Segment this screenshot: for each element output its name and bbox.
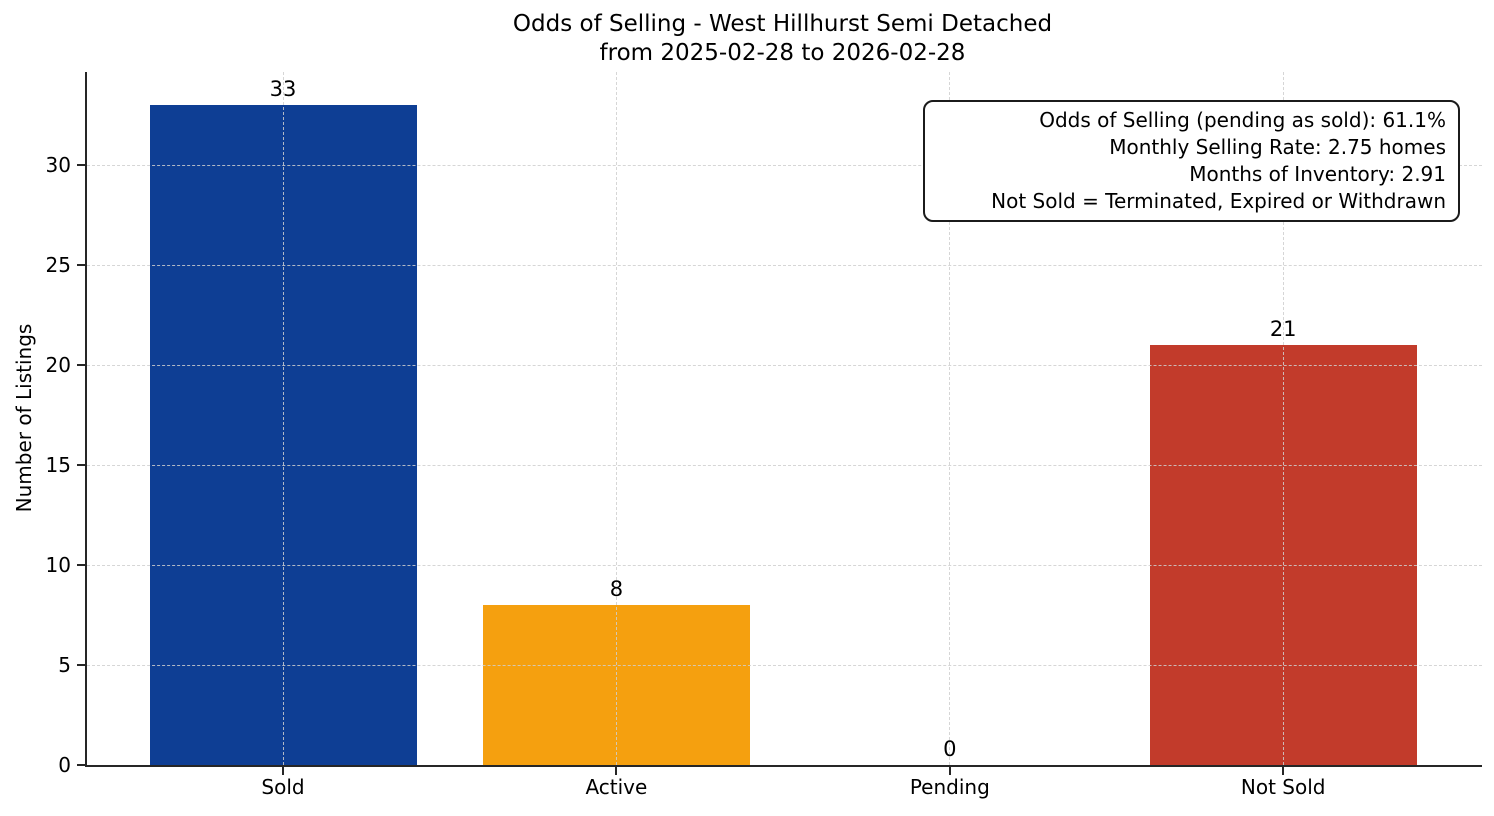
bar-value-active: 8 — [609, 577, 624, 601]
bar-value-sold: 33 — [269, 77, 297, 101]
y-tick-30 — [77, 164, 85, 166]
annotation-line-4: Not Sold = Terminated, Expired or Withdr… — [991, 189, 1446, 213]
gridline-vertical-not-sold — [1282, 72, 1284, 765]
y-tick-label-10: 10 — [45, 553, 71, 577]
x-tick-label-sold: Sold — [261, 775, 305, 799]
y-tick-0 — [77, 764, 85, 766]
y-tick-label-0: 0 — [58, 753, 71, 777]
bar-value-pending: 0 — [943, 737, 957, 761]
gridline-horizontal-15 — [87, 465, 1482, 466]
y-tick-15 — [77, 464, 85, 466]
x-tick-label-active: Active — [585, 775, 648, 799]
x-tick-label-not-sold: Not Sold — [1240, 775, 1326, 799]
annotation-line-2: Monthly Selling Rate: 2.75 homes — [1109, 135, 1446, 159]
x-tick-label-pending: Pending — [909, 775, 990, 799]
gridline-horizontal-5 — [87, 665, 1482, 666]
gridline-vertical-active — [615, 72, 617, 765]
stats-annotation-box: Odds of Selling (pending as sold): 61.1%… — [923, 100, 1460, 222]
y-tick-5 — [77, 664, 85, 666]
x-tick-pending — [948, 767, 951, 775]
annotation-line-1: Odds of Selling (pending as sold): 61.1% — [1039, 108, 1446, 132]
y-axis-label: Number of Listings — [12, 323, 36, 513]
chart-title: Odds of Selling - West Hillhurst Semi De… — [85, 10, 1480, 68]
y-tick-label-30: 30 — [45, 153, 71, 177]
x-tick-sold — [282, 767, 284, 775]
y-tick-10 — [77, 564, 85, 566]
x-tick-not-sold — [1282, 767, 1285, 775]
chart-title-line2: from 2025-02-28 to 2026-02-28 — [599, 40, 966, 66]
bar-value-not-sold: 21 — [1269, 317, 1297, 341]
gridline-horizontal-25 — [87, 265, 1482, 266]
x-tick-active — [615, 767, 618, 775]
y-tick-label-25: 25 — [45, 253, 71, 277]
gridline-vertical-sold — [282, 72, 284, 765]
y-tick-label-20: 20 — [45, 353, 71, 377]
y-tick-20 — [77, 364, 85, 366]
gridline-horizontal-20 — [87, 365, 1482, 366]
chart-title-line1: Odds of Selling - West Hillhurst Semi De… — [512, 11, 1053, 37]
annotation-line-3: Months of Inventory: 2.91 — [1189, 162, 1446, 186]
y-tick-25 — [77, 264, 85, 266]
gridline-vertical-pending — [949, 72, 951, 765]
y-tick-label-5: 5 — [58, 653, 71, 677]
plot-area: 33 8 0 21 0 5 10 15 20 25 30 Sold Active Pending Not S… — [46, 72, 1482, 799]
gridline-horizontal-30 — [87, 165, 1482, 166]
gridline-horizontal-10 — [87, 565, 1482, 566]
y-tick-label-15: 15 — [45, 453, 71, 477]
